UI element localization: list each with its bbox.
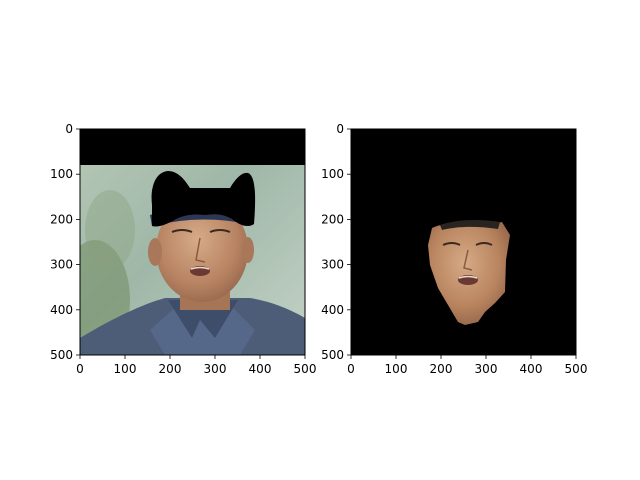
right-x-tick-label: 400 (520, 362, 543, 376)
left-axes-frame (79, 128, 306, 356)
left-x-tick-label: 500 (294, 362, 317, 376)
left-x-tick-label: 100 (114, 362, 137, 376)
right-x-tick-label: 200 (430, 362, 453, 376)
right-axes-frame (350, 128, 577, 356)
right-image-panel: 0 100 200 300 400 500 0 100 200 300 400 500 (321, 122, 587, 376)
segmented-face (351, 129, 576, 355)
left-y-tick-label: 400 (50, 303, 73, 317)
left-y-tick-label: 200 (50, 212, 73, 226)
left-x-axis: 0 100 200 300 400 500 (76, 355, 316, 376)
face-photo (80, 129, 305, 355)
left-x-tick-label: 0 (76, 362, 84, 376)
left-image-panel: 0 100 200 300 400 500 0 100 200 300 400 500 (50, 122, 316, 376)
left-y-axis: 0 100 200 300 400 500 (50, 122, 80, 362)
left-y-tick-label: 0 (65, 122, 73, 136)
left-y-tick-label: 100 (50, 167, 73, 181)
left-x-tick-label: 300 (204, 362, 227, 376)
right-x-tick-label: 100 (385, 362, 408, 376)
right-y-tick-label: 500 (321, 348, 344, 362)
left-x-tick-label: 400 (249, 362, 272, 376)
right-x-axis: 0 100 200 300 400 500 (347, 355, 587, 376)
right-x-tick-label: 300 (475, 362, 498, 376)
right-x-tick-label: 0 (347, 362, 355, 376)
right-y-tick-label: 200 (321, 212, 344, 226)
right-y-tick-label: 100 (321, 167, 344, 181)
right-y-tick-label: 0 (336, 122, 344, 136)
right-x-tick-label: 500 (565, 362, 588, 376)
left-y-tick-label: 500 (50, 348, 73, 362)
right-y-tick-label: 300 (321, 258, 344, 272)
right-y-tick-label: 400 (321, 303, 344, 317)
left-x-tick-label: 200 (159, 362, 182, 376)
right-y-axis: 0 100 200 300 400 500 (321, 122, 351, 362)
left-y-tick-label: 300 (50, 258, 73, 272)
